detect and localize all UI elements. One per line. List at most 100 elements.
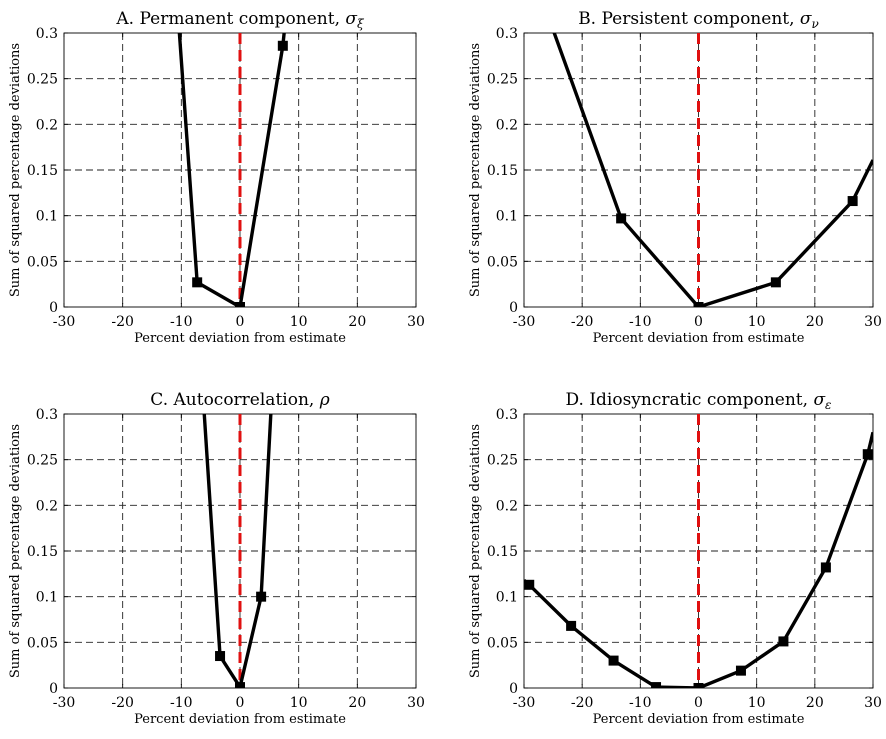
chart-title-subscript: ε — [825, 398, 831, 412]
y-tick-label: 0.05 — [487, 635, 518, 651]
chart-panel-0: -30 -20 -10 0 10 20 30 0 0.05 0.1 0.15 0.2 0.25 0.3 A.… — [8, 9, 425, 346]
plot-area — [524, 414, 873, 688]
x-tick-label: -30 — [513, 314, 536, 330]
y-axis-label: Sum of squared percentage deviations — [8, 43, 23, 297]
data-point-marker — [778, 636, 789, 647]
x-tick-label: -10 — [629, 695, 652, 711]
y-tick-label: 0 — [509, 300, 518, 316]
data-point-marker — [693, 302, 704, 307]
y-tick-label: 0.05 — [487, 254, 518, 270]
data-point-marker — [651, 682, 662, 688]
x-tick-label: 20 — [348, 695, 366, 711]
chart-title: A. Permanent component, σξ — [115, 9, 365, 31]
y-tick-label: 0.1 — [496, 590, 518, 606]
data-point-marker — [693, 683, 704, 688]
chart-panel-2: -30 -20 -10 0 10 20 30 0 0.05 0.1 0.15 0.2 0.25 0.3 C.… — [8, 390, 425, 727]
series-line — [202, 414, 273, 688]
y-tick-label: 0.15 — [487, 544, 518, 560]
y-tick-label: 0 — [49, 681, 58, 697]
x-axis-label: Percent deviation from estimate — [593, 712, 805, 727]
x-tick-label: 0 — [694, 695, 703, 711]
y-axis-label: Sum of squared percentage deviations — [8, 424, 23, 678]
series-line — [552, 33, 873, 307]
data-point-marker — [770, 277, 781, 288]
plot-area — [202, 414, 273, 688]
data-point-marker — [256, 591, 267, 602]
y-tick-label: 0 — [509, 681, 518, 697]
data-point-marker — [235, 682, 245, 688]
y-tick-label: 0.2 — [496, 117, 518, 133]
y-tick-label: 0.25 — [27, 72, 58, 88]
y-tick-label: 0 — [49, 300, 58, 316]
chart-title: D. Idiosyncratic component, σε — [565, 390, 831, 412]
data-point-marker — [847, 196, 858, 207]
y-tick-label: 0.2 — [36, 117, 58, 133]
y-tick-label: 0.1 — [496, 209, 518, 225]
x-axis-label: Percent deviation from estimate — [593, 331, 805, 346]
y-tick-label: 0.25 — [487, 453, 518, 469]
x-tick-label: 0 — [236, 314, 245, 330]
y-tick-label: 0.1 — [36, 590, 58, 606]
plot-area — [552, 33, 873, 307]
x-tick-label: 10 — [290, 314, 308, 330]
data-point-marker — [524, 579, 535, 590]
x-tick-label: 0 — [236, 695, 245, 711]
x-tick-label: -10 — [170, 695, 193, 711]
chart-title-subscript: ξ — [357, 17, 365, 31]
plot-area — [177, 33, 288, 307]
y-tick-label: 0.2 — [496, 498, 518, 514]
chart-title-symbol: ρ — [319, 390, 330, 410]
x-tick-label: 0 — [694, 314, 703, 330]
y-tick-label: 0.3 — [36, 407, 58, 423]
chart-title-text: D. Idiosyncratic component, — [565, 390, 813, 410]
chart-title-text: B. Persistent component, — [578, 9, 800, 29]
x-tick-label: 20 — [806, 695, 824, 711]
y-tick-label: 0.3 — [36, 26, 58, 42]
x-tick-label: 30 — [407, 695, 425, 711]
x-tick-label: -10 — [629, 314, 652, 330]
x-tick-label: -30 — [513, 695, 536, 711]
data-point-marker — [862, 449, 873, 460]
x-tick-label: -20 — [571, 695, 594, 711]
y-axis-label: Sum of squared percentage deviations — [468, 43, 483, 297]
data-point-marker — [608, 655, 619, 666]
chart-title: B. Persistent component, σν — [578, 9, 819, 31]
data-point-marker — [566, 620, 577, 631]
series-line — [524, 431, 873, 688]
y-tick-label: 0.15 — [27, 544, 58, 560]
y-tick-label: 0.3 — [496, 407, 518, 423]
y-tick-label: 0.25 — [27, 453, 58, 469]
x-tick-label: -10 — [170, 314, 193, 330]
data-point-marker — [820, 562, 831, 573]
data-point-marker — [235, 302, 245, 307]
y-tick-label: 0.1 — [36, 209, 58, 225]
y-axis-label: Sum of squared percentage deviations — [468, 424, 483, 678]
chart-title-symbol: σ — [345, 9, 357, 29]
chart-panel-3: -30 -20 -10 0 10 20 30 0 0.05 0.1 0.15 0.2 0.25 0.3 D.… — [468, 390, 882, 727]
chart-title-symbol: σ — [813, 390, 825, 410]
x-tick-label: 10 — [748, 695, 766, 711]
chart-title-text: C. Autocorrelation, — [150, 390, 319, 410]
x-tick-label: 30 — [407, 314, 425, 330]
y-tick-label: 0.25 — [487, 72, 518, 88]
y-tick-label: 0.2 — [36, 498, 58, 514]
chart-title: C. Autocorrelation, ρ — [150, 390, 329, 410]
data-point-marker — [192, 277, 203, 288]
data-point-marker — [735, 665, 746, 676]
x-axis-label: Percent deviation from estimate — [134, 712, 346, 727]
x-tick-label: 20 — [348, 314, 366, 330]
y-tick-label: 0.3 — [496, 26, 518, 42]
chart-title-subscript: ν — [812, 17, 819, 31]
x-tick-label: 10 — [290, 695, 308, 711]
x-tick-label: 10 — [748, 314, 766, 330]
x-tick-label: -30 — [53, 314, 76, 330]
series-line — [177, 33, 286, 307]
y-tick-label: 0.15 — [27, 163, 58, 179]
x-tick-label: -20 — [571, 314, 594, 330]
y-tick-label: 0.05 — [27, 254, 58, 270]
y-tick-label: 0.15 — [487, 163, 518, 179]
y-tick-label: 0.05 — [27, 635, 58, 651]
x-tick-label: 30 — [864, 314, 882, 330]
x-tick-label: 20 — [806, 314, 824, 330]
